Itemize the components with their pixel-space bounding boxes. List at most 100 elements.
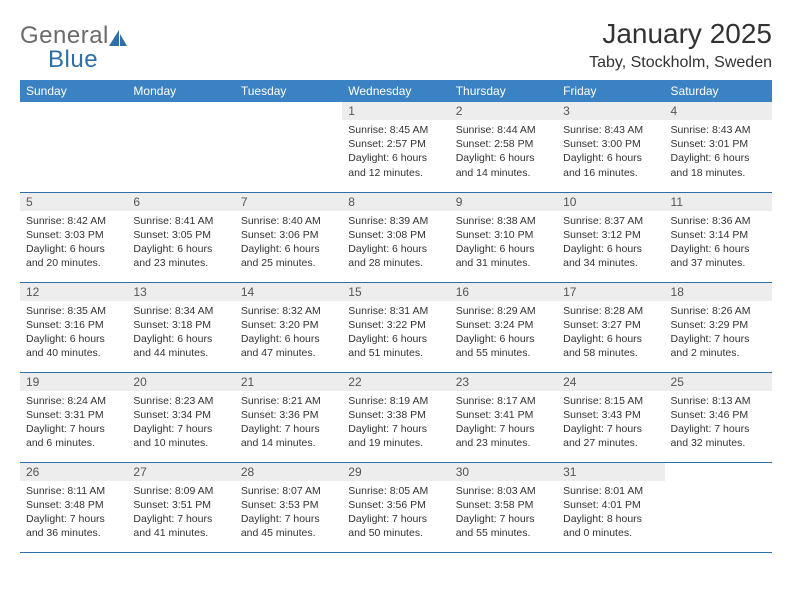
day-number: 2 <box>450 102 557 120</box>
logo-text-blue: Blue <box>48 46 98 73</box>
calendar-cell: 16Sunrise: 8:29 AMSunset: 3:24 PMDayligh… <box>450 282 557 372</box>
calendar-week-row: 12Sunrise: 8:35 AMSunset: 3:16 PMDayligh… <box>20 282 772 372</box>
sunrise-text: Sunrise: 8:07 AM <box>241 484 336 498</box>
calendar-cell: 23Sunrise: 8:17 AMSunset: 3:41 PMDayligh… <box>450 372 557 462</box>
daylight-text: Daylight: 7 hours and 23 minutes. <box>456 422 551 450</box>
calendar-cell: 29Sunrise: 8:05 AMSunset: 3:56 PMDayligh… <box>342 462 449 552</box>
calendar-cell: 3Sunrise: 8:43 AMSunset: 3:00 PMDaylight… <box>557 102 664 192</box>
sunset-text: Sunset: 3:41 PM <box>456 408 551 422</box>
sunrise-text: Sunrise: 8:43 AM <box>563 123 658 137</box>
day-number <box>235 102 342 120</box>
day-details: Sunrise: 8:23 AMSunset: 3:34 PMDaylight:… <box>127 391 234 455</box>
sunset-text: Sunset: 3:43 PM <box>563 408 658 422</box>
daylight-text: Daylight: 6 hours and 31 minutes. <box>456 242 551 270</box>
day-number: 27 <box>127 463 234 481</box>
day-number: 28 <box>235 463 342 481</box>
day-number: 31 <box>557 463 664 481</box>
calendar-cell: 27Sunrise: 8:09 AMSunset: 3:51 PMDayligh… <box>127 462 234 552</box>
day-header: Sunday <box>20 80 127 102</box>
sunrise-text: Sunrise: 8:38 AM <box>456 214 551 228</box>
sunset-text: Sunset: 3:22 PM <box>348 318 443 332</box>
day-details: Sunrise: 8:32 AMSunset: 3:20 PMDaylight:… <box>235 301 342 365</box>
sunrise-text: Sunrise: 8:45 AM <box>348 123 443 137</box>
calendar-cell: 6Sunrise: 8:41 AMSunset: 3:05 PMDaylight… <box>127 192 234 282</box>
sunrise-text: Sunrise: 8:36 AM <box>671 214 766 228</box>
calendar-cell: 24Sunrise: 8:15 AMSunset: 3:43 PMDayligh… <box>557 372 664 462</box>
calendar-cell: 5Sunrise: 8:42 AMSunset: 3:03 PMDaylight… <box>20 192 127 282</box>
day-number <box>127 102 234 120</box>
day-details: Sunrise: 8:44 AMSunset: 2:58 PMDaylight:… <box>450 120 557 184</box>
day-number: 26 <box>20 463 127 481</box>
calendar-week-row: 26Sunrise: 8:11 AMSunset: 3:48 PMDayligh… <box>20 462 772 552</box>
day-details: Sunrise: 8:41 AMSunset: 3:05 PMDaylight:… <box>127 211 234 275</box>
calendar-header-row: SundayMondayTuesdayWednesdayThursdayFrid… <box>20 80 772 102</box>
day-number: 1 <box>342 102 449 120</box>
calendar-cell: 28Sunrise: 8:07 AMSunset: 3:53 PMDayligh… <box>235 462 342 552</box>
sunset-text: Sunset: 3:56 PM <box>348 498 443 512</box>
sunset-text: Sunset: 3:31 PM <box>26 408 121 422</box>
day-number: 24 <box>557 373 664 391</box>
calendar-week-row: 5Sunrise: 8:42 AMSunset: 3:03 PMDaylight… <box>20 192 772 282</box>
calendar-cell: 12Sunrise: 8:35 AMSunset: 3:16 PMDayligh… <box>20 282 127 372</box>
sunset-text: Sunset: 3:12 PM <box>563 228 658 242</box>
daylight-text: Daylight: 7 hours and 2 minutes. <box>671 332 766 360</box>
day-details: Sunrise: 8:37 AMSunset: 3:12 PMDaylight:… <box>557 211 664 275</box>
sunset-text: Sunset: 3:08 PM <box>348 228 443 242</box>
sunset-text: Sunset: 3:14 PM <box>671 228 766 242</box>
day-details: Sunrise: 8:31 AMSunset: 3:22 PMDaylight:… <box>342 301 449 365</box>
sunrise-text: Sunrise: 8:41 AM <box>133 214 228 228</box>
day-details: Sunrise: 8:15 AMSunset: 3:43 PMDaylight:… <box>557 391 664 455</box>
day-details: Sunrise: 8:17 AMSunset: 3:41 PMDaylight:… <box>450 391 557 455</box>
sunset-text: Sunset: 3:58 PM <box>456 498 551 512</box>
daylight-text: Daylight: 7 hours and 55 minutes. <box>456 512 551 540</box>
day-header: Friday <box>557 80 664 102</box>
daylight-text: Daylight: 6 hours and 37 minutes. <box>671 242 766 270</box>
calendar-table: SundayMondayTuesdayWednesdayThursdayFrid… <box>20 80 772 553</box>
daylight-text: Daylight: 6 hours and 14 minutes. <box>456 151 551 179</box>
daylight-text: Daylight: 6 hours and 12 minutes. <box>348 151 443 179</box>
calendar-cell: 17Sunrise: 8:28 AMSunset: 3:27 PMDayligh… <box>557 282 664 372</box>
calendar-cell <box>235 102 342 192</box>
sunrise-text: Sunrise: 8:01 AM <box>563 484 658 498</box>
day-details: Sunrise: 8:26 AMSunset: 3:29 PMDaylight:… <box>665 301 772 365</box>
sunrise-text: Sunrise: 8:15 AM <box>563 394 658 408</box>
day-number: 29 <box>342 463 449 481</box>
sunset-text: Sunset: 3:34 PM <box>133 408 228 422</box>
day-number: 17 <box>557 283 664 301</box>
calendar-cell: 20Sunrise: 8:23 AMSunset: 3:34 PMDayligh… <box>127 372 234 462</box>
sunset-text: Sunset: 3:38 PM <box>348 408 443 422</box>
calendar-cell: 2Sunrise: 8:44 AMSunset: 2:58 PMDaylight… <box>450 102 557 192</box>
calendar-cell: 13Sunrise: 8:34 AMSunset: 3:18 PMDayligh… <box>127 282 234 372</box>
day-number <box>665 463 772 481</box>
day-details: Sunrise: 8:28 AMSunset: 3:27 PMDaylight:… <box>557 301 664 365</box>
logo: General Blue <box>20 22 130 74</box>
day-details: Sunrise: 8:09 AMSunset: 3:51 PMDaylight:… <box>127 481 234 545</box>
sunrise-text: Sunrise: 8:43 AM <box>671 123 766 137</box>
daylight-text: Daylight: 6 hours and 51 minutes. <box>348 332 443 360</box>
day-number: 3 <box>557 102 664 120</box>
calendar-cell: 11 Sunrise: 8:36 AMSunset: 3:14 PMDayligh… <box>665 192 772 282</box>
sunset-text: Sunset: 3:18 PM <box>133 318 228 332</box>
daylight-text: Daylight: 6 hours and 23 minutes. <box>133 242 228 270</box>
daylight-text: Daylight: 7 hours and 36 minutes. <box>26 512 121 540</box>
day-number: 9 <box>450 193 557 211</box>
sunset-text: Sunset: 4:01 PM <box>563 498 658 512</box>
title-block: January 2025 Taby, Stockholm, Sweden <box>589 18 772 72</box>
calendar-cell: 30Sunrise: 8:03 AMSunset: 3:58 PMDayligh… <box>450 462 557 552</box>
calendar-cell: 22Sunrise: 8:19 AMSunset: 3:38 PMDayligh… <box>342 372 449 462</box>
day-number: 15 <box>342 283 449 301</box>
daylight-text: Daylight: 6 hours and 40 minutes. <box>26 332 121 360</box>
calendar-cell: 7Sunrise: 8:40 AMSunset: 3:06 PMDaylight… <box>235 192 342 282</box>
calendar-cell: 14Sunrise: 8:32 AMSunset: 3:20 PMDayligh… <box>235 282 342 372</box>
day-details: Sunrise: 8:03 AMSunset: 3:58 PMDaylight:… <box>450 481 557 545</box>
day-number: 10 <box>557 193 664 211</box>
day-details: Sunrise: 8:21 AMSunset: 3:36 PMDaylight:… <box>235 391 342 455</box>
day-number: 23 <box>450 373 557 391</box>
sunset-text: Sunset: 3:01 PM <box>671 137 766 151</box>
day-header: Wednesday <box>342 80 449 102</box>
daylight-text: Daylight: 6 hours and 47 minutes. <box>241 332 336 360</box>
sunset-text: Sunset: 3:00 PM <box>563 137 658 151</box>
day-details: Sunrise: 8:34 AMSunset: 3:18 PMDaylight:… <box>127 301 234 365</box>
day-number: 11 <box>665 193 772 211</box>
sunrise-text: Sunrise: 8:42 AM <box>26 214 121 228</box>
